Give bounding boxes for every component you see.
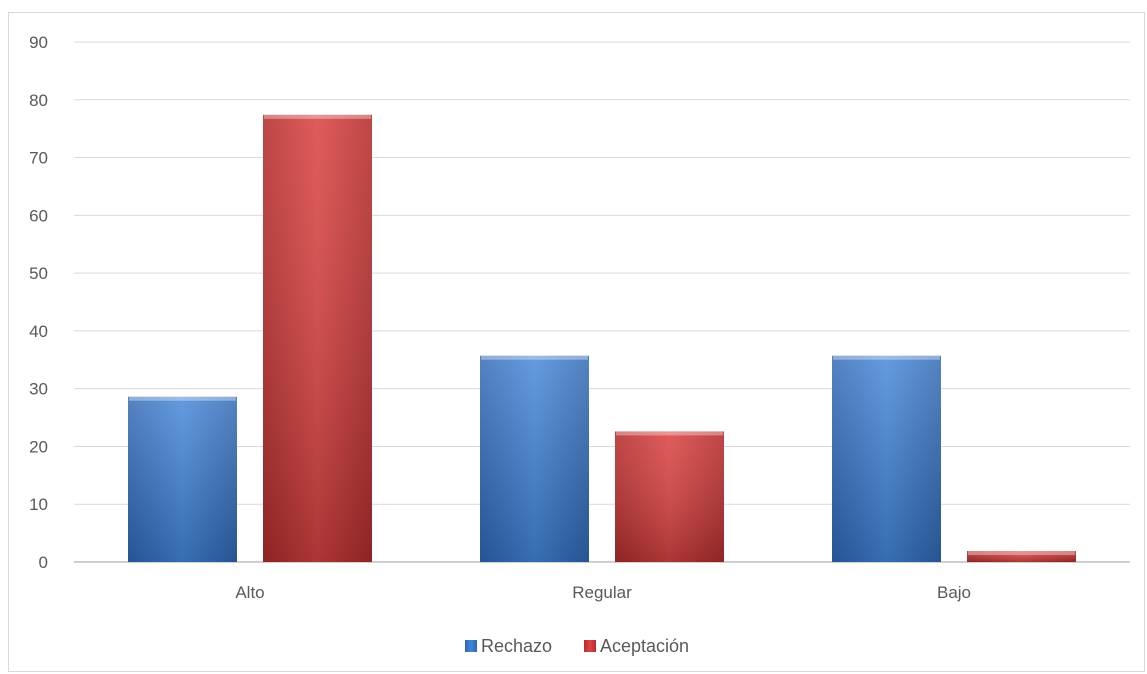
bar-shade xyxy=(832,355,941,562)
bar-shade xyxy=(128,396,237,562)
bar-bevel xyxy=(833,355,940,360)
y-tick-label: 20 xyxy=(29,437,48,456)
y-tick-label: 0 xyxy=(39,553,48,572)
y-tick-label: 90 xyxy=(29,33,48,52)
y-tick-label: 50 xyxy=(29,264,48,283)
bar-shade xyxy=(967,551,1076,562)
x-category-label: Alto xyxy=(235,583,264,602)
y-tick-label: 80 xyxy=(29,91,48,110)
x-category-label: Bajo xyxy=(937,583,971,602)
y-tick-label: 30 xyxy=(29,380,48,399)
legend-item: Rechazo xyxy=(465,636,552,656)
y-tick-label: 60 xyxy=(29,206,48,225)
legend-swatch xyxy=(465,640,477,652)
bar-rechazo-alto xyxy=(128,396,237,562)
y-tick-label: 70 xyxy=(29,149,48,168)
bar-rechazo-regular xyxy=(480,355,589,562)
legend-item: Aceptación xyxy=(584,636,689,656)
legend-label: Rechazo xyxy=(481,636,552,656)
legend: Rechazo Aceptación xyxy=(465,636,689,656)
bar-aceptación-alto xyxy=(263,114,372,563)
bar-aceptación-bajo xyxy=(967,551,1076,562)
bar-aceptación-regular xyxy=(615,431,724,562)
legend-swatch xyxy=(584,640,596,652)
bar-bevel xyxy=(481,355,588,360)
bar-bevel xyxy=(129,396,236,401)
bar-bevel xyxy=(616,431,723,436)
y-tick-label: 40 xyxy=(29,322,48,341)
bar-rechazo-bajo xyxy=(832,355,941,562)
x-category-label: Regular xyxy=(572,583,632,602)
legend-label: Aceptación xyxy=(600,636,689,656)
bar-bevel xyxy=(264,114,371,119)
bar-shade xyxy=(263,114,372,563)
bar-bevel xyxy=(968,551,1075,556)
bar-shade xyxy=(480,355,589,562)
bars xyxy=(128,114,1076,563)
gridlines xyxy=(74,41,1130,563)
y-tick-label: 10 xyxy=(29,495,48,514)
x-axis-labels: Alto Regular Bajo xyxy=(235,583,971,602)
bar-shade xyxy=(615,431,724,562)
y-axis-ticks: 0 10 20 30 40 50 60 70 80 90 xyxy=(29,33,48,572)
